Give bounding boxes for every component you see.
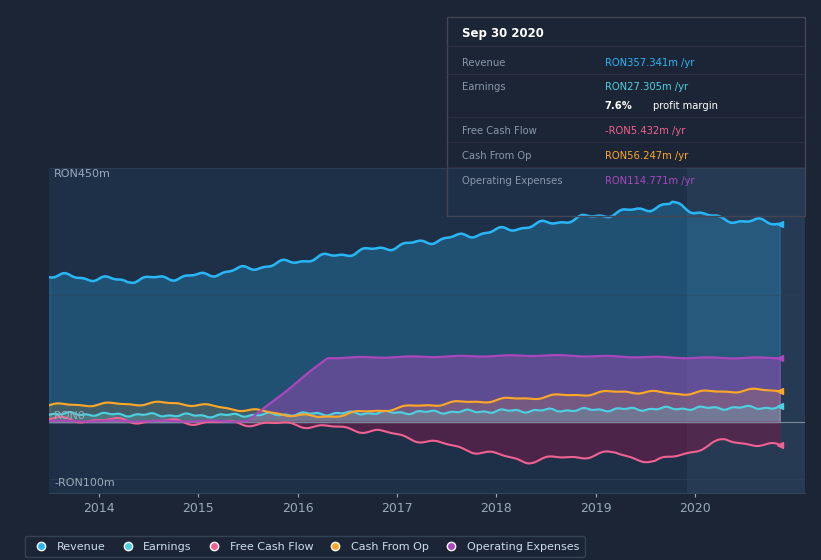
Text: RON27.305m /yr: RON27.305m /yr	[604, 82, 688, 92]
Text: RON450m: RON450m	[54, 169, 111, 179]
Text: RON357.341m /yr: RON357.341m /yr	[604, 58, 694, 68]
Text: Cash From Op: Cash From Op	[461, 151, 531, 161]
Text: Free Cash Flow: Free Cash Flow	[461, 126, 536, 136]
Legend: Revenue, Earnings, Free Cash Flow, Cash From Op, Operating Expenses: Revenue, Earnings, Free Cash Flow, Cash …	[25, 536, 585, 557]
Text: Revenue: Revenue	[461, 58, 505, 68]
Bar	[687, 168, 805, 493]
Text: -RON5.432m /yr: -RON5.432m /yr	[604, 126, 685, 136]
Text: profit margin: profit margin	[653, 101, 718, 111]
Text: Operating Expenses: Operating Expenses	[461, 176, 562, 186]
Text: Sep 30 2020: Sep 30 2020	[461, 27, 544, 40]
Text: 7.6%: 7.6%	[604, 101, 632, 111]
Text: -RON100m: -RON100m	[54, 478, 115, 488]
Text: RON56.247m /yr: RON56.247m /yr	[604, 151, 688, 161]
Text: RON114.771m /yr: RON114.771m /yr	[604, 176, 695, 186]
Text: Earnings: Earnings	[461, 82, 506, 92]
Text: RON0: RON0	[54, 411, 86, 421]
